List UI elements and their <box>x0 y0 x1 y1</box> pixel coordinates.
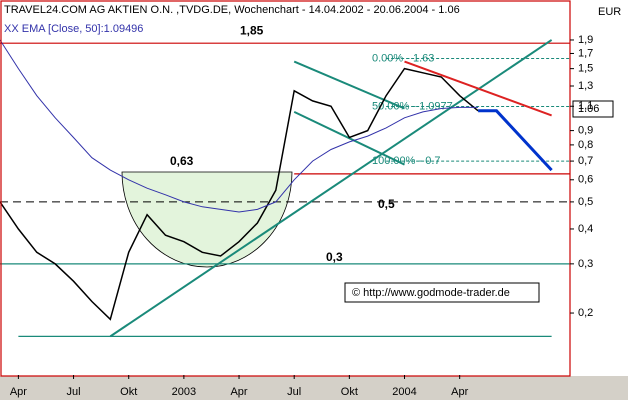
last-price: 1.06 <box>578 103 599 115</box>
level-label: 0,63 <box>170 154 194 168</box>
legend-entry: XX EMA [Close, 50]:1.09496 <box>4 23 143 35</box>
y-tick-label: 0,9 <box>578 125 593 137</box>
level-label: 1,85 <box>240 23 264 37</box>
y-tick-label: 0,4 <box>578 223 593 235</box>
copyright-box <box>344 282 540 303</box>
copyright: © http://www.godmode-trader.de <box>352 287 510 299</box>
level-label: 0,5 <box>378 197 395 211</box>
x-tick-label: Apr <box>451 386 468 398</box>
x-tick-label: 2003 <box>172 386 196 398</box>
x-tick-label: Jul <box>67 386 81 398</box>
level-label: 50.00% - 1.0977 <box>372 100 453 112</box>
series-line <box>478 109 553 172</box>
right-axis-panel <box>570 0 628 400</box>
y-tick-label: 0,2 <box>578 307 593 319</box>
chart-title: TRAVEL24.COM AG AKTIEN O.N. ,TVDG.DE, Wo… <box>4 4 460 16</box>
series-line <box>0 67 479 321</box>
x-tick-label: Apr <box>230 386 247 398</box>
x-tick-label: Okt <box>341 386 358 398</box>
y-tick-label: 1,1 <box>578 100 593 112</box>
y-tick-label: 1,3 <box>578 80 593 92</box>
plot: 1,85 0,63 0,5 0,3 0.00% - 1.63 50.00% - 1.097… <box>0 23 570 338</box>
currency: EUR <box>598 6 621 18</box>
y-tick-label: 1,5 <box>578 63 593 75</box>
level-label: 0.00% - 1.63 <box>372 52 434 64</box>
trendline <box>404 60 552 117</box>
trendline <box>293 60 405 110</box>
level-label: 0,3 <box>326 250 343 264</box>
y-tick-label: 1,7 <box>578 47 593 59</box>
x-tick-label: Apr <box>10 386 27 398</box>
y-tick-label: 1,9 <box>578 34 593 46</box>
plot-frame <box>0 0 571 377</box>
y-tick-label: 0,6 <box>578 174 593 186</box>
y-tick-label: 0,3 <box>578 258 593 270</box>
level-label: 100.00% - 0.7 <box>372 155 441 167</box>
last-price-box <box>572 100 614 118</box>
y-tick-label: 0,8 <box>578 139 593 151</box>
y-tick-label: 0,5 <box>578 196 593 208</box>
x-tick-label: Jul <box>287 386 301 398</box>
y-tick-label: 0,7 <box>578 155 593 167</box>
x-tick-label: 2004 <box>392 386 416 398</box>
series-line <box>0 39 479 213</box>
x-axis-panel <box>0 376 628 400</box>
x-tick-label: Okt <box>120 386 137 398</box>
